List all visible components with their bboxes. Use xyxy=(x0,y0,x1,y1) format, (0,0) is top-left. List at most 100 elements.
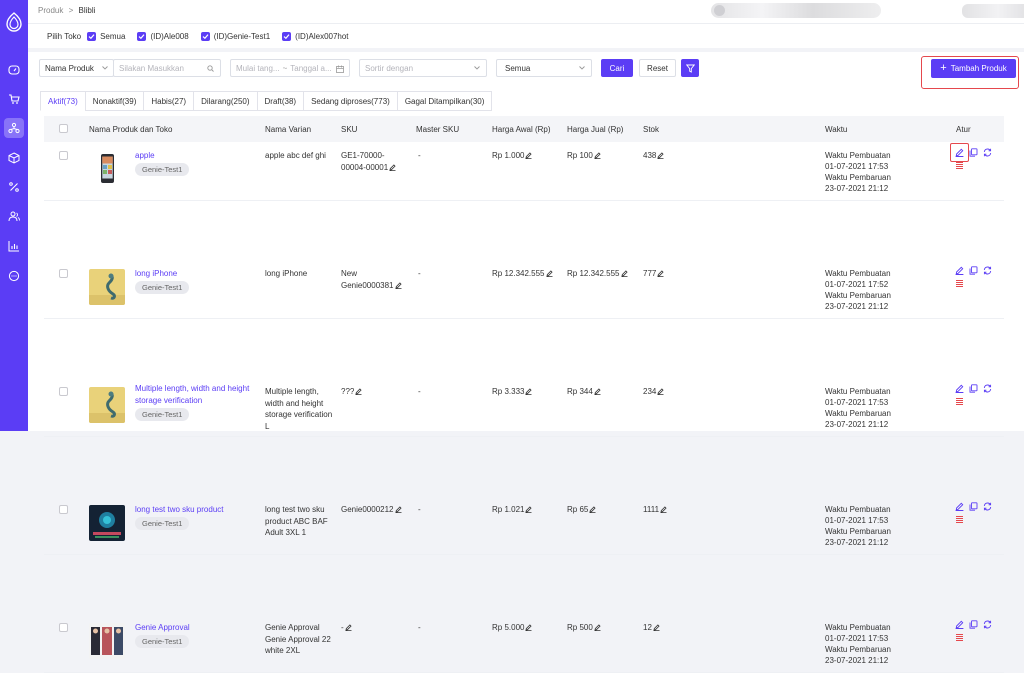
edit-pencil-icon[interactable] xyxy=(653,624,660,631)
delete-icon[interactable] xyxy=(955,515,964,524)
shop-checkbox-alex007hot[interactable]: (ID)Alex007hot xyxy=(282,31,349,41)
sidebar-item-chat[interactable] xyxy=(4,266,24,286)
tab-aktif[interactable]: Aktif(73) xyxy=(40,91,85,111)
edit-icon[interactable] xyxy=(955,620,964,629)
created-label: Waktu Pembuatan xyxy=(825,269,891,278)
shop-checkbox-label: (ID)Genie-Test1 xyxy=(213,31,271,41)
tab-habis[interactable]: Habis(27) xyxy=(143,91,194,111)
reset-button[interactable]: Reset xyxy=(639,59,676,77)
sort-select[interactable]: Sortir dengan xyxy=(359,59,487,77)
product-thumbnail[interactable] xyxy=(89,387,125,423)
shop-checkbox-genie-test1[interactable]: (ID)Genie-Test1 xyxy=(200,31,271,41)
edit-pencil-icon[interactable] xyxy=(525,388,533,395)
edit-pencil-icon[interactable] xyxy=(525,152,533,159)
breadcrumb-parent[interactable]: Produk xyxy=(38,6,64,15)
row-checkbox[interactable] xyxy=(59,623,68,632)
copy-icon[interactable] xyxy=(969,502,978,511)
tab-draft[interactable]: Draft(38) xyxy=(256,91,304,111)
product-thumbnail[interactable] xyxy=(89,505,125,541)
edit-icon[interactable] xyxy=(955,266,964,275)
tab-nonaktif[interactable]: Nonaktif(39) xyxy=(84,91,144,111)
edit-pencil-icon[interactable] xyxy=(620,270,628,277)
sync-icon[interactable] xyxy=(983,266,992,275)
edit-pencil-icon[interactable] xyxy=(355,388,362,395)
status-select[interactable]: Semua xyxy=(496,59,592,77)
edit-pencil-icon[interactable] xyxy=(345,624,352,631)
copy-icon[interactable] xyxy=(969,384,978,393)
product-name-link[interactable]: long test two sku product xyxy=(135,505,224,514)
updated-time: 23-07-2021 21:12 xyxy=(825,302,889,311)
row-checkbox[interactable] xyxy=(59,387,68,396)
edit-pencil-icon[interactable] xyxy=(394,281,402,289)
edit-pencil-icon[interactable] xyxy=(657,388,664,395)
sku-cell: GE1-70000-00004-00001 xyxy=(341,150,407,173)
sidebar-item-customers[interactable] xyxy=(4,206,24,226)
edit-pencil-icon[interactable] xyxy=(589,506,596,513)
edit-pencil-icon[interactable] xyxy=(525,506,533,513)
row-checkbox[interactable] xyxy=(59,505,68,514)
edit-pencil-icon[interactable] xyxy=(657,152,664,159)
copy-icon[interactable] xyxy=(969,266,978,275)
select-all-checkbox[interactable] xyxy=(59,124,68,133)
search-input[interactable]: Silakan Masukkan xyxy=(113,59,221,77)
checkbox-checked-icon xyxy=(137,31,147,41)
edit-pencil-icon[interactable] xyxy=(594,388,601,395)
product-name-link[interactable]: Multiple length, width and height storag… xyxy=(135,384,250,405)
row-checkbox[interactable] xyxy=(59,151,68,160)
delete-icon[interactable] xyxy=(955,633,964,642)
sidebar-item-reports[interactable] xyxy=(4,236,24,256)
search-button[interactable]: Cari xyxy=(601,59,633,77)
product-name-link[interactable]: long iPhone xyxy=(135,269,178,278)
product-thumbnail[interactable] xyxy=(89,623,125,659)
product-name-link[interactable]: apple xyxy=(135,151,155,160)
edit-pencil-icon[interactable] xyxy=(660,506,667,513)
product-thumbnail[interactable] xyxy=(89,269,125,305)
row-checkbox[interactable] xyxy=(59,269,68,278)
blurred-user-menu[interactable] xyxy=(962,4,1024,18)
delete-icon[interactable] xyxy=(955,397,964,406)
tab-gagal-ditampilkan[interactable]: Gagal Ditampilkan(30) xyxy=(396,91,493,111)
advanced-filter-button[interactable] xyxy=(681,59,699,77)
sync-icon[interactable] xyxy=(983,502,992,511)
variant-name: long iPhone xyxy=(265,269,308,278)
product-name-link[interactable]: Genie Approval xyxy=(135,623,190,632)
edit-pencil-icon[interactable] xyxy=(594,152,601,159)
copy-icon[interactable] xyxy=(969,148,978,157)
shop-tag: Genie-Test1 xyxy=(135,517,190,530)
shop-checkbox-ale008[interactable]: (ID)Ale008 xyxy=(137,31,189,41)
created-time: 01-07-2021 17:53 xyxy=(825,634,889,643)
edit-icon[interactable] xyxy=(955,384,964,393)
search-input-placeholder: Silakan Masukkan xyxy=(119,63,184,73)
sidebar-item-orders[interactable] xyxy=(4,89,24,109)
shop-checkbox-all[interactable]: Semua xyxy=(87,31,125,41)
search-field-select[interactable]: Nama Produk xyxy=(39,59,114,77)
sync-icon[interactable] xyxy=(983,148,992,157)
edit-pencil-icon[interactable] xyxy=(657,270,664,277)
price-initial: Rp 1.021 xyxy=(492,505,525,514)
date-range-picker[interactable]: Mulai tang... ~ Tanggal a... xyxy=(230,59,350,77)
sidebar-item-dashboard[interactable] xyxy=(4,60,24,80)
edit-pencil-icon[interactable] xyxy=(545,270,553,277)
sku-cell: - xyxy=(341,622,407,634)
tab-dilarang[interactable]: Dilarang(250) xyxy=(193,91,257,111)
plus-icon: + xyxy=(940,62,947,74)
sidebar-item-inventory[interactable] xyxy=(4,148,24,168)
add-product-button[interactable]: + Tambah Produk xyxy=(931,59,1016,78)
sync-icon[interactable] xyxy=(983,384,992,393)
sync-icon[interactable] xyxy=(983,620,992,629)
tab-sedang-diproses[interactable]: Sedang diproses(773) xyxy=(303,91,397,111)
copy-icon[interactable] xyxy=(969,620,978,629)
sidebar-item-products[interactable] xyxy=(4,118,24,138)
sidebar-item-promotion[interactable] xyxy=(4,177,24,197)
product-thumbnail[interactable] xyxy=(89,151,125,187)
edit-pencil-icon[interactable] xyxy=(594,624,601,631)
price-sell-cell: Rp 65 xyxy=(567,504,596,516)
edit-icon[interactable] xyxy=(955,502,964,511)
updated-time: 23-07-2021 21:12 xyxy=(825,538,889,547)
edit-icon[interactable] xyxy=(955,148,964,157)
delete-icon[interactable] xyxy=(955,161,964,170)
edit-pencil-icon[interactable] xyxy=(525,624,533,631)
edit-pencil-icon[interactable] xyxy=(389,163,396,171)
delete-icon[interactable] xyxy=(955,279,964,288)
edit-pencil-icon[interactable] xyxy=(394,506,402,513)
